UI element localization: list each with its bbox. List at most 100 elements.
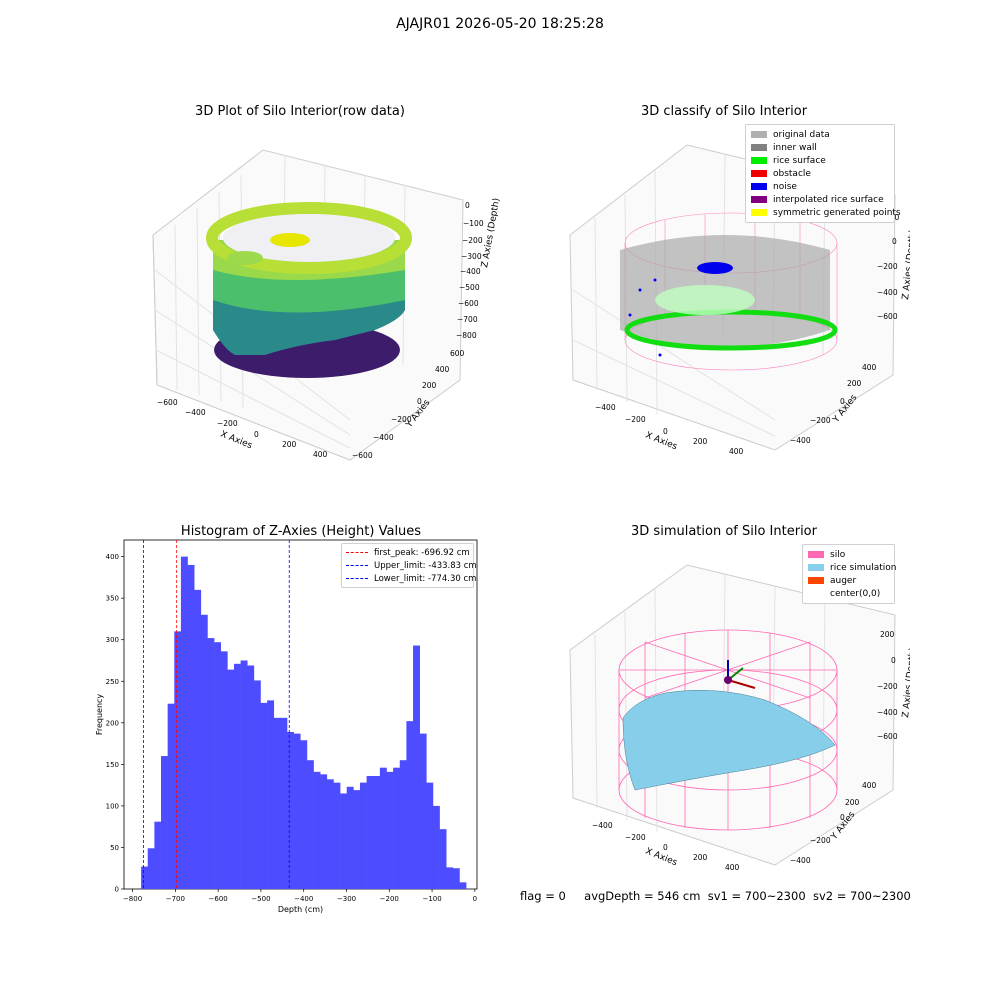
histogram-y-ticks: 0 50 100 150 200 250 300 350 400 xyxy=(106,553,124,894)
simulation-z-ticks: 200 0 −200 −400 −600 xyxy=(877,630,898,741)
raw-x-tick: −400 xyxy=(185,408,206,417)
histogram-bar xyxy=(399,760,407,889)
status-line: flag = 0 avgDepth = 546 cm sv1 = 700~230… xyxy=(520,889,911,903)
legend-line xyxy=(346,552,368,553)
raw-x-tick: 0 xyxy=(254,430,259,439)
simulation-y-tick: −200 xyxy=(810,836,831,845)
histogram-bar xyxy=(313,771,321,889)
raw-y-tick: 600 xyxy=(450,349,465,358)
classify-y-ticks: −400 −200 0 200 400 xyxy=(790,363,877,445)
legend-label: center(0,0) xyxy=(830,588,881,599)
legend-swatch xyxy=(751,170,767,177)
status-avg-depth: avgDepth = 546 cm xyxy=(584,889,701,903)
legend-label: obstacle xyxy=(773,168,811,179)
status-sv2: sv2 = 700~2300 xyxy=(812,889,911,903)
simulation-x-tick: −400 xyxy=(592,821,613,830)
histogram-bar xyxy=(220,651,228,889)
classify-points xyxy=(620,235,838,357)
raw-y-tick: −600 xyxy=(352,451,373,460)
histogram-y-tick-label: 300 xyxy=(106,636,119,644)
histogram-bar xyxy=(267,700,275,889)
histogram-bar xyxy=(287,731,294,889)
legend-label: rice simulation xyxy=(830,562,897,573)
classify-x-ticks: −400 −200 0 200 400 xyxy=(595,403,744,456)
classify-z-tick: −400 xyxy=(877,288,898,297)
classify-y-tick: 0 xyxy=(840,397,845,406)
status-flag: flag = 0 xyxy=(520,889,566,903)
classify-x-label: X Axies xyxy=(644,431,679,453)
raw-y-tick: 400 xyxy=(435,365,450,374)
histogram-bar xyxy=(260,702,268,889)
histogram-reference-lines xyxy=(143,540,290,889)
raw-z-tick: −100 xyxy=(463,219,484,228)
legend-swatch xyxy=(751,196,767,203)
histogram-bar xyxy=(233,663,241,889)
status-sv1: sv1 = 700~2300 xyxy=(707,889,806,903)
legend-label: symmetric generated points xyxy=(773,207,901,218)
simulation-y-tick: 200 xyxy=(845,798,860,807)
classify-x-tick: −200 xyxy=(625,415,646,424)
histogram-bar xyxy=(227,669,235,889)
histogram-bar xyxy=(419,733,427,889)
histogram-bar xyxy=(200,614,208,889)
simulation-3d-plot: −400 −200 0 200 400 X Axies −400 −200 0 … xyxy=(569,564,910,872)
histogram-bar xyxy=(432,805,440,889)
classify-y-tick: 400 xyxy=(862,363,877,372)
histogram-bar xyxy=(247,665,255,889)
simulation-x-tick: 200 xyxy=(693,853,708,862)
histogram-bar xyxy=(207,638,215,889)
legend-swatch xyxy=(751,209,767,216)
histogram-legend: first_peak: -696.92 cm Upper_limit: -433… xyxy=(341,543,477,588)
histogram-x-label: Depth (cm) xyxy=(278,905,323,914)
classify-z-tick: −600 xyxy=(877,312,898,321)
raw-x-tick: 400 xyxy=(313,450,328,459)
histogram-bar xyxy=(366,775,374,889)
histogram-x-tick-label: −800 xyxy=(123,895,142,903)
legend-label: noise xyxy=(773,181,797,192)
simulation-z-label: Z Axies (Depth) xyxy=(901,647,910,718)
legend-line xyxy=(346,578,368,579)
histogram-y-tick-label: 50 xyxy=(110,844,119,852)
classify-x-tick: 400 xyxy=(729,447,744,456)
raw-z-label: Z Axies (Depth) xyxy=(480,197,500,268)
raw-z-tick: −500 xyxy=(459,283,480,292)
legend-line xyxy=(346,565,368,566)
legend-label: interpolated rice surface xyxy=(773,194,884,205)
raw-z-tick: −400 xyxy=(460,267,481,276)
simulation-x-ticks: −400 −200 0 200 400 xyxy=(592,821,740,872)
histogram-x-tick-label: −600 xyxy=(209,895,228,903)
histogram-bar xyxy=(154,821,162,889)
simulation-y-tick: −400 xyxy=(790,856,811,865)
histogram-x-ticks: −800 −700 −600 −500 −400 −300 −200 −100 0 xyxy=(123,889,477,903)
raw-plot-title: 3D Plot of Silo Interior(row data) xyxy=(195,104,405,119)
histogram-bar xyxy=(326,779,334,889)
histogram-bar xyxy=(452,868,460,889)
raw-z-tick: −300 xyxy=(461,252,482,261)
legend-swatch xyxy=(751,157,767,164)
legend-item: interpolated rice surface xyxy=(751,193,889,206)
classify-y-tick: 200 xyxy=(847,379,862,388)
simulation-z-tick: 200 xyxy=(880,630,895,639)
histogram-bars xyxy=(141,556,467,889)
raw-z-tick: −600 xyxy=(458,299,479,308)
classify-x-tick: 200 xyxy=(693,437,708,446)
legend-swatch xyxy=(751,131,767,138)
legend-label: Lower_limit: -774.30 cm xyxy=(374,573,477,584)
classify-x-tick: −400 xyxy=(595,403,616,412)
histogram-y-tick-label: 200 xyxy=(106,719,119,727)
classify-y-tick: −200 xyxy=(810,416,831,425)
classify-z-tick: 0 xyxy=(892,237,897,246)
histogram-bar xyxy=(273,717,281,889)
legend-item: rice simulation xyxy=(808,561,896,574)
raw-3d-plot: 0 −100 −200 −300 −400 −500 −600 −700 −80… xyxy=(152,149,500,461)
histogram-y-label: Frequency xyxy=(95,694,104,736)
simulation-auger xyxy=(724,660,756,689)
raw-z-tick: −200 xyxy=(462,236,483,245)
simulation-y-tick: 400 xyxy=(862,781,877,790)
histogram-x-tick-label: 0 xyxy=(473,895,477,903)
simulation-z-tick: 0 xyxy=(891,656,896,665)
raw-x-tick: −200 xyxy=(217,419,238,428)
histogram-y-tick-label: 0 xyxy=(115,886,119,894)
raw-y-tick: −400 xyxy=(373,433,394,442)
legend-swatch xyxy=(808,590,824,597)
